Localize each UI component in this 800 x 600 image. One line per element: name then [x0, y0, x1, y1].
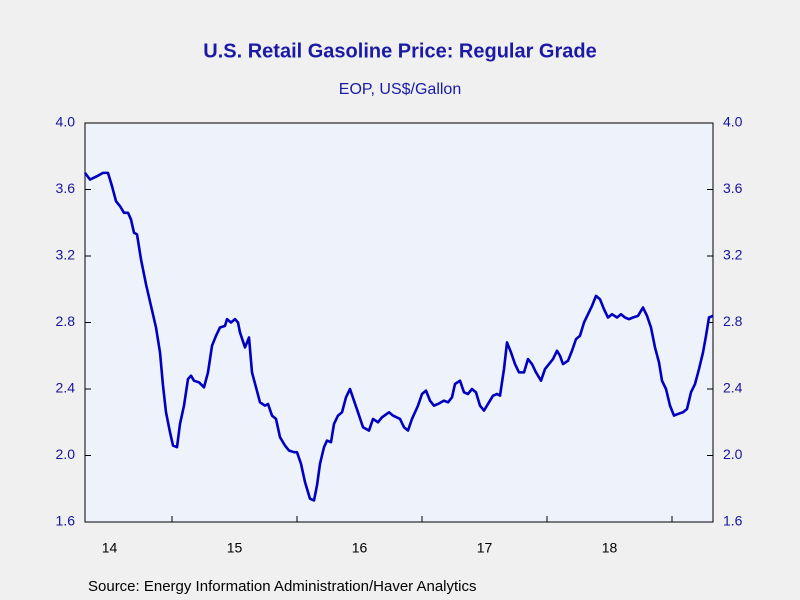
chart-title: U.S. Retail Gasoline Price: Regular Grad…: [203, 40, 596, 62]
chart-subtitle: EOP, US$/Gallon: [339, 81, 461, 98]
x-tick-label: 17: [477, 540, 493, 556]
y-tick-label-left: 1.6: [56, 513, 76, 529]
y-tick-label-right: 2.4: [723, 380, 743, 396]
x-tick-label: 18: [602, 540, 618, 556]
y-tick-label-right: 2.8: [723, 313, 743, 329]
x-tick-label: 14: [102, 540, 118, 556]
y-tick-label-right: 3.6: [723, 180, 743, 196]
x-tick-label: 15: [227, 540, 243, 556]
y-tick-label-left: 2.0: [56, 446, 76, 462]
y-tick-label-left: 2.4: [56, 380, 76, 396]
y-tick-label-left: 4.0: [56, 114, 76, 130]
price-line: [83, 171, 714, 502]
x-tick-label: 16: [352, 540, 368, 556]
y-tick-label-right: 1.6: [723, 513, 743, 529]
y-tick-label-left: 3.6: [56, 180, 76, 196]
y-tick-label-left: 3.2: [56, 247, 76, 263]
plot-area: [84, 122, 714, 523]
y-tick-label-left: 2.8: [56, 313, 76, 329]
y-tick-label-right: 3.2: [723, 247, 743, 263]
y-tick-label-right: 4.0: [723, 114, 743, 130]
source-note: Source: Energy Information Administratio…: [88, 578, 477, 595]
y-tick-label-right: 2.0: [723, 446, 743, 462]
